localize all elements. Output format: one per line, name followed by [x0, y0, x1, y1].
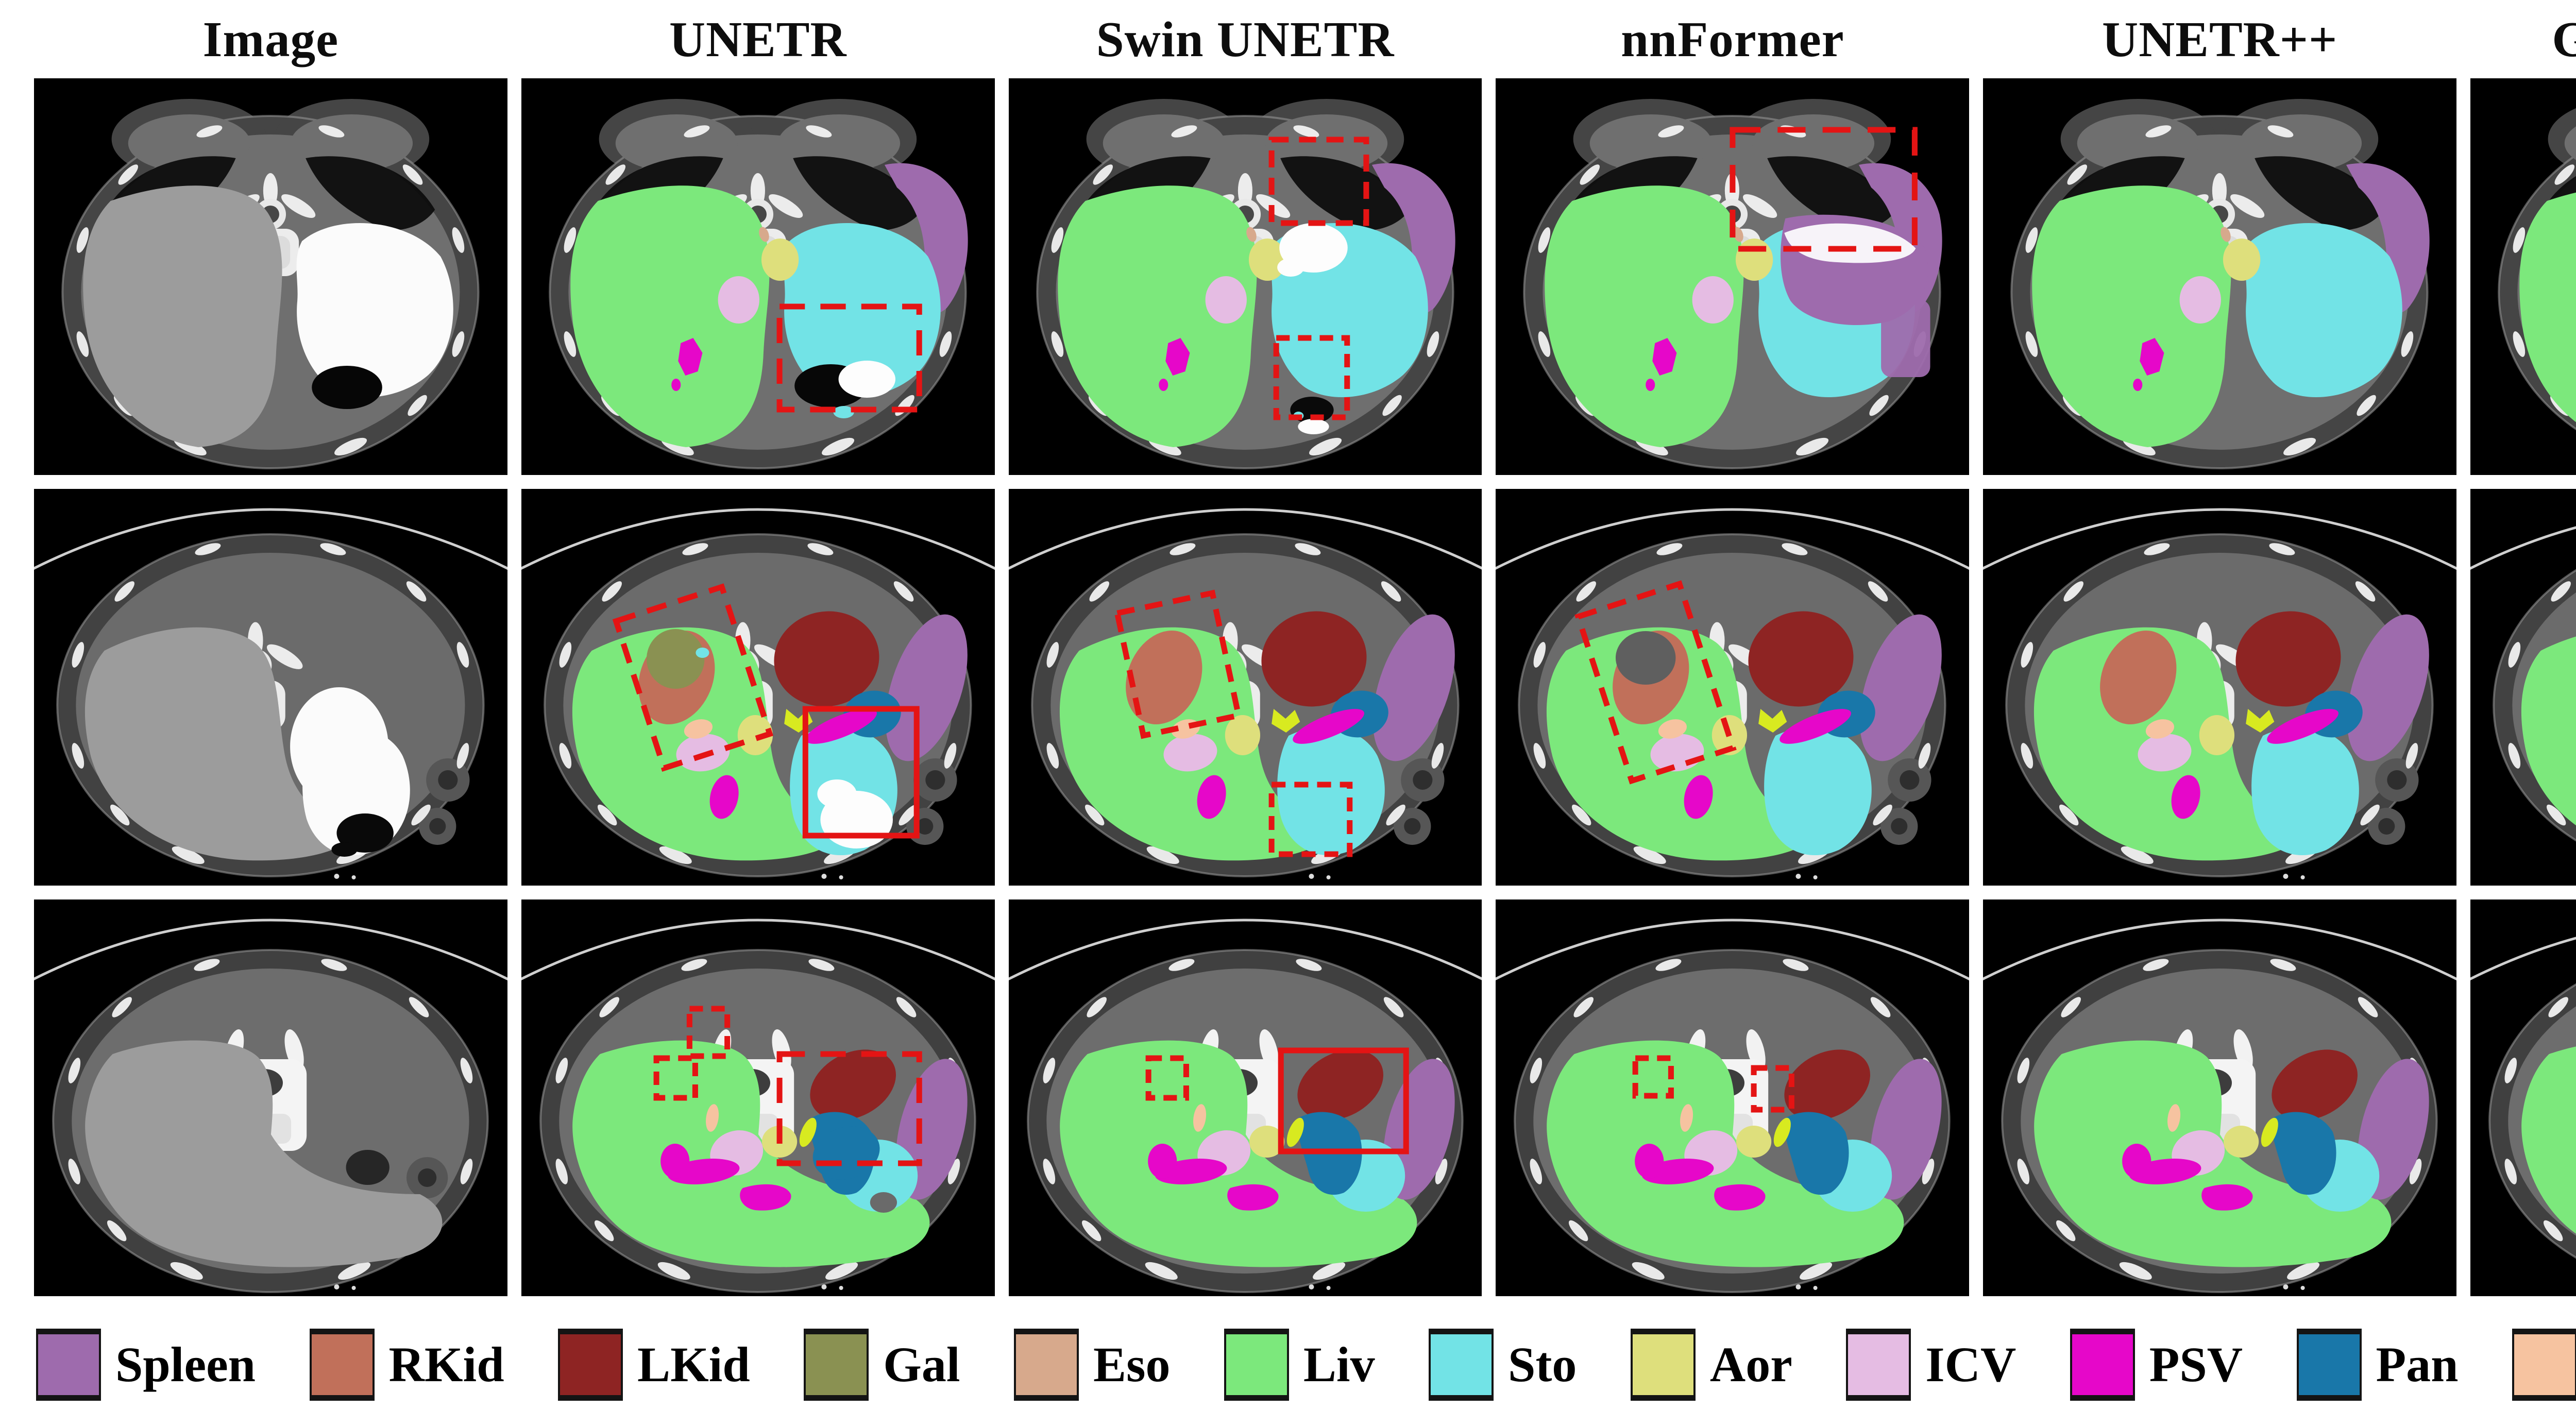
ct-tile-case-3-image [34, 899, 507, 1296]
legend-label: PSV [2149, 1337, 2243, 1392]
ct-tile-case-1-unetr [1983, 78, 2457, 475]
legend-color-swatch-icv [1846, 1328, 1911, 1401]
legend-item-lkid: LKid [558, 1328, 750, 1401]
column-title-nnformer: nnFormer [1621, 11, 1844, 67]
ct-tile-case-1-nnformer [1496, 78, 1970, 475]
ct-tile-case-3-unetr [521, 899, 995, 1296]
column-title-ground-truth: Ground Truth [2552, 11, 2576, 67]
legend-label: Eso [1093, 1337, 1171, 1392]
ct-tile-case-2-swin-unetr [1008, 489, 1482, 886]
legend-item-psv: PSV [2070, 1328, 2243, 1401]
legend-label: Sto [1508, 1337, 1577, 1392]
legend-label: Spleen [115, 1337, 256, 1392]
legend-label: Pan [2376, 1337, 2459, 1392]
ct-tile-case-2-ground-truth [2470, 489, 2576, 886]
column-title-unetr: UNETR++ [2102, 11, 2338, 67]
legend-color-swatch-aor [1630, 1328, 1696, 1401]
column-title-image: Image [202, 11, 339, 67]
legend-color-swatch-psv [2070, 1328, 2135, 1401]
figure-row-case-1 [34, 78, 2576, 475]
legend-label: Gal [883, 1337, 960, 1392]
figure-row-case-2 [34, 489, 2576, 886]
ct-tile-case-1-unetr [521, 78, 995, 475]
legend-item-eso: Eso [1014, 1328, 1171, 1401]
legend-color-swatch-spleen [36, 1328, 101, 1401]
legend-label: RKid [388, 1337, 504, 1392]
legend-color-swatch-pan [2296, 1328, 2362, 1401]
figure-row-case-3 [34, 899, 2576, 1296]
legend-label: LKid [637, 1337, 750, 1392]
ct-tile-case-3-ground-truth [2470, 899, 2576, 1296]
image-grid [0, 78, 2576, 1296]
ct-tile-case-3-unetr [1983, 899, 2457, 1296]
legend-item-liv: Liv [1224, 1328, 1375, 1401]
legend-item-pan: Pan [2296, 1328, 2459, 1401]
legend-item-spleen: Spleen [36, 1328, 256, 1401]
legend-label: Aor [1709, 1337, 1792, 1392]
legend: Spleen RKid LKid Gal Eso Liv Sto Aor ICV… [0, 1312, 2576, 1417]
ct-tile-case-1-swin-unetr [1008, 78, 1482, 475]
ct-tile-case-1-ground-truth [2470, 78, 2576, 475]
legend-label: ICV [1925, 1337, 2016, 1392]
legend-color-swatch-eso [1014, 1328, 1079, 1401]
column-title-unetr: UNETR [669, 11, 847, 67]
legend-item-rkid: RKid [309, 1328, 504, 1401]
legend-color-swatch-gal [804, 1328, 869, 1401]
ct-tile-case-3-swin-unetr [1008, 899, 1482, 1296]
legend-color-swatch-sto [1429, 1328, 1494, 1401]
legend-color-swatch-rkid [309, 1328, 375, 1401]
legend-label: Liv [1303, 1337, 1375, 1392]
legend-item-icv: ICV [1846, 1328, 2016, 1401]
ct-tile-case-2-image [34, 489, 507, 886]
legend-item-rag: RAG [2512, 1328, 2576, 1401]
legend-color-swatch-lkid [558, 1328, 623, 1401]
ct-tile-case-2-unetr [521, 489, 995, 886]
ct-tile-case-2-unetr [1983, 489, 2457, 886]
ct-tile-case-1-image [34, 78, 507, 475]
legend-item-sto: Sto [1429, 1328, 1577, 1401]
legend-item-aor: Aor [1630, 1328, 1792, 1401]
ct-tile-case-2-nnformer [1496, 489, 1970, 886]
legend-item-gal: Gal [804, 1328, 960, 1401]
column-title-swin-unetr: Swin UNETR [1096, 11, 1395, 67]
legend-color-swatch-liv [1224, 1328, 1289, 1401]
column-titles: Image UNETR Swin UNETR nnFormer UNETR++ Groun… [0, 0, 2576, 78]
ct-tile-case-3-nnformer [1496, 899, 1970, 1296]
legend-color-swatch-rag [2512, 1328, 2576, 1401]
